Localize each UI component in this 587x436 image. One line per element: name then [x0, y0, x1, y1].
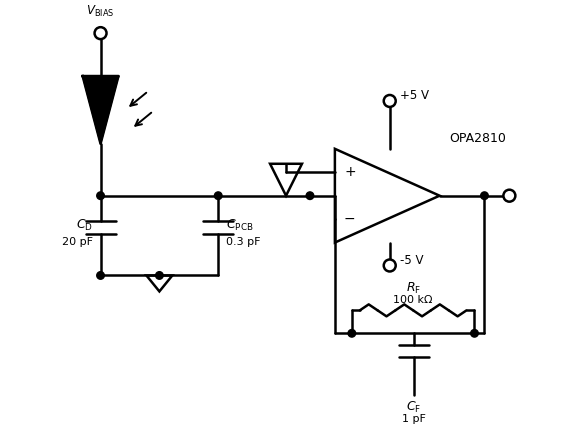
Circle shape — [97, 192, 104, 200]
Circle shape — [384, 95, 396, 107]
Text: +: + — [344, 165, 356, 179]
Text: 0.3 pF: 0.3 pF — [226, 237, 261, 247]
Text: $C_{\mathrm{PCB}}$: $C_{\mathrm{PCB}}$ — [226, 218, 254, 233]
Circle shape — [471, 330, 478, 337]
Text: +5 V: +5 V — [400, 89, 429, 102]
Text: $R_{\mathrm{F}}$: $R_{\mathrm{F}}$ — [406, 281, 421, 296]
Circle shape — [95, 27, 106, 39]
Text: 20 pF: 20 pF — [62, 237, 93, 247]
Text: −: − — [344, 212, 356, 226]
Text: $V_{\mathrm{BIAS}}$: $V_{\mathrm{BIAS}}$ — [86, 4, 114, 19]
Circle shape — [214, 192, 222, 200]
Circle shape — [481, 192, 488, 200]
Circle shape — [156, 272, 163, 279]
Polygon shape — [83, 76, 119, 144]
Circle shape — [348, 330, 356, 337]
Circle shape — [384, 259, 396, 272]
Text: -5 V: -5 V — [400, 254, 423, 267]
Text: 100 kΩ: 100 kΩ — [393, 295, 433, 305]
Circle shape — [97, 272, 104, 279]
Text: OPA2810: OPA2810 — [450, 133, 507, 145]
Circle shape — [306, 192, 313, 200]
Text: 1 pF: 1 pF — [402, 414, 426, 424]
Text: $C_{\mathrm{F}}$: $C_{\mathrm{F}}$ — [406, 399, 421, 415]
Circle shape — [504, 190, 515, 202]
Text: $C_{\mathrm{D}}$: $C_{\mathrm{D}}$ — [76, 218, 93, 233]
